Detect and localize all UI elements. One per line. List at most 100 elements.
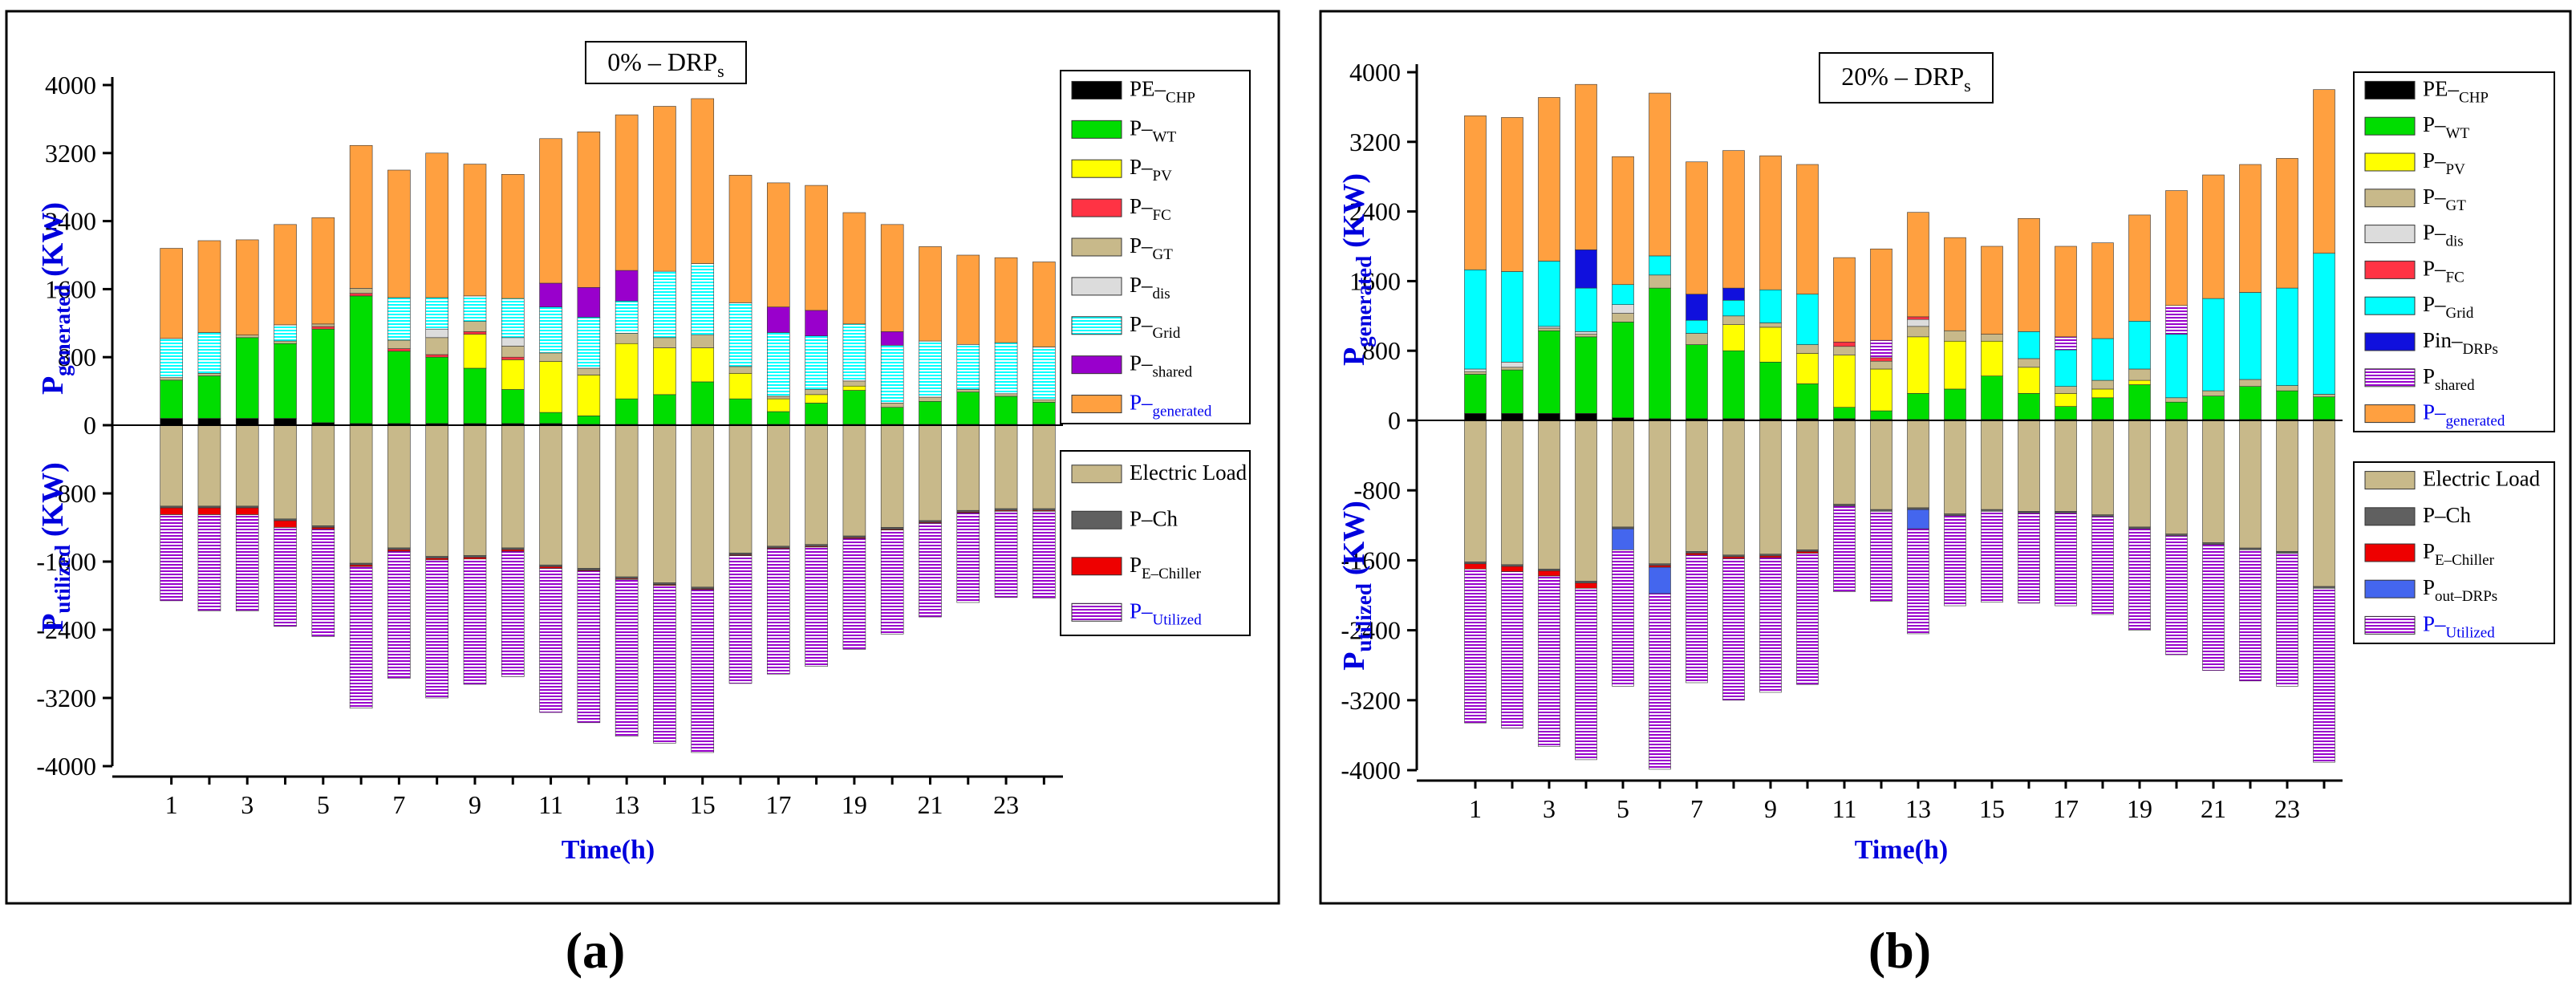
x-tick-label: 21 <box>917 790 943 819</box>
bar-pout-drps-h6 <box>1649 566 1671 594</box>
y-tick-label: -1600 <box>1341 546 1401 574</box>
x-tick-label: 23 <box>993 790 1019 819</box>
bar-p-gt-h23 <box>2276 385 2298 391</box>
bar-p-utilized-h20 <box>880 529 904 635</box>
bar-p-grid-h10 <box>501 298 525 339</box>
bar-p-pv-h13 <box>615 343 639 400</box>
y-axis-label-top: Pgenerated(KW) <box>1337 173 1376 366</box>
bar-p-gt-h10 <box>501 346 525 358</box>
legend-swatch-p-ch <box>2364 507 2416 526</box>
bar-electric-load-h17 <box>767 424 790 547</box>
caption-a: (a) <box>566 922 626 979</box>
bar-p-ch-h1 <box>160 505 183 509</box>
bar-pe-chp-h2 <box>197 418 221 426</box>
bar-p-ch-h10 <box>501 547 525 550</box>
bar-p-e-chiller-h8 <box>1722 556 1745 559</box>
bar-p-utilized-h24 <box>2313 587 2335 763</box>
bar-p-wt-h22 <box>956 391 980 425</box>
bar-p-wt-h1 <box>160 379 183 419</box>
bar-p-grid-h18 <box>805 335 828 390</box>
y-tick-label: -4000 <box>36 752 96 781</box>
bar-p-generated-h13 <box>1907 212 1929 318</box>
bar-electric-load-h3 <box>1538 420 1560 570</box>
bar-electric-load-h5 <box>1612 420 1634 528</box>
legend-swatch-p-e-chiller <box>2364 543 2416 562</box>
bar-p-ch-h2 <box>197 505 221 509</box>
bar-p-ch-h10 <box>1796 550 1819 552</box>
legend-label-p-dis: P–dis <box>2423 221 2464 250</box>
bar-p-grid-h12 <box>577 317 601 369</box>
bar-p-generated-h22 <box>2239 164 2262 293</box>
x-tick-label: 13 <box>1905 794 1931 823</box>
bar-p-ch-h9 <box>463 555 487 558</box>
bar-electric-load-h10 <box>501 424 525 549</box>
bar-p-generated-h1 <box>160 248 183 339</box>
bar-pout-drps-h13 <box>1907 509 1929 529</box>
legend-swatch-p-shared <box>1071 355 1122 375</box>
bar-electric-load-h8 <box>425 424 448 557</box>
legend-swatch-pe-chp <box>2364 80 2416 99</box>
bar-p-fc-h8 <box>425 354 448 358</box>
y-tick-label: 0 <box>83 411 96 440</box>
bar-p-ch-h22 <box>956 509 980 513</box>
y-tick-label: 1600 <box>45 274 96 303</box>
bar-p-grid-h16 <box>2018 331 2040 359</box>
legend-swatch-pout-drps <box>2364 579 2416 598</box>
bar-p-ch-h23 <box>2276 551 2298 554</box>
legend-label-p-shared: Pshared <box>2423 364 2475 394</box>
bar-p-dis-h2 <box>1501 362 1523 368</box>
bar-p-e-chiller-h6 <box>349 564 373 567</box>
bar-p-wt-h20 <box>2165 401 2188 420</box>
bar-pe-chp-h4 <box>274 418 297 426</box>
bar-p-utilized-h2 <box>197 514 221 611</box>
legend-label-p-fc: P–FC <box>2423 256 2464 286</box>
bar-p-dis-h4 <box>1575 331 1597 335</box>
bar-p-pv-h12 <box>1870 368 1892 412</box>
bar-electric-load-h18 <box>2091 420 2114 516</box>
bar-p-utilized-h15 <box>691 589 715 753</box>
bar-p-wt-h8 <box>425 356 448 424</box>
bar-p-gt-h5 <box>311 323 335 327</box>
legend-swatch-p-utilized <box>2364 615 2416 635</box>
chart-panel-a: 0% – DRPs 4000 3200 2400 1600 800 0 -800 -1600 -… <box>5 10 1280 905</box>
bar-p-generated-h9 <box>463 164 487 297</box>
bar-p-gt-h19 <box>842 380 866 387</box>
bar-p-utilized-h8 <box>425 559 448 699</box>
bar-p-utilized-h4 <box>1575 587 1597 761</box>
bar-p-shared-h17 <box>2055 336 2077 351</box>
bar-p-pv-h13 <box>1907 336 1929 394</box>
bar-p-e-chiller-h4 <box>274 520 297 528</box>
bar-p-wt-h4 <box>274 343 297 419</box>
bar-p-generated-h8 <box>425 152 448 298</box>
bar-electric-load-h19 <box>842 424 866 537</box>
bar-p-ch-h18 <box>805 544 828 547</box>
legend-label-p-dis: P–dis <box>1130 273 1170 302</box>
bar-p-utilized-h1 <box>1464 568 1487 724</box>
legend-label-pe-chp: PE–CHP <box>2423 76 2489 106</box>
chart-title-box: 20% – DRPs <box>1819 52 1994 103</box>
bar-p-utilized-h22 <box>2239 550 2262 682</box>
bar-electric-load-h23 <box>994 424 1018 509</box>
bar-p-ch-h24 <box>1032 508 1056 511</box>
bar-electric-load-h22 <box>2239 420 2262 549</box>
bar-p-wt-h18 <box>805 403 828 425</box>
bar-electric-load-h19 <box>2128 420 2151 528</box>
bar-electric-load-h22 <box>956 424 980 511</box>
x-tick-label: 7 <box>1690 794 1703 823</box>
bar-p-e-chiller-h3 <box>235 507 259 515</box>
bar-p-gt-h6 <box>1649 274 1671 289</box>
bar-p-wt-h7 <box>1686 344 1708 420</box>
bar-electric-load-h2 <box>1501 420 1523 566</box>
bar-p-utilized-h11 <box>539 568 562 713</box>
x-tick-label: 11 <box>538 790 563 819</box>
bar-p-utilized-h11 <box>1833 505 1856 592</box>
bar-p-gt-h18 <box>805 389 828 396</box>
bar-p-gt-h13 <box>1907 326 1929 338</box>
bar-p-ch-h21 <box>919 520 942 523</box>
x-tick-label: 9 <box>469 790 481 819</box>
x-tick-label: 17 <box>765 790 791 819</box>
bar-p-generated-h21 <box>2202 174 2225 299</box>
x-tick-label: 17 <box>2053 794 2079 823</box>
bar-p-ch-h24 <box>2313 586 2335 589</box>
